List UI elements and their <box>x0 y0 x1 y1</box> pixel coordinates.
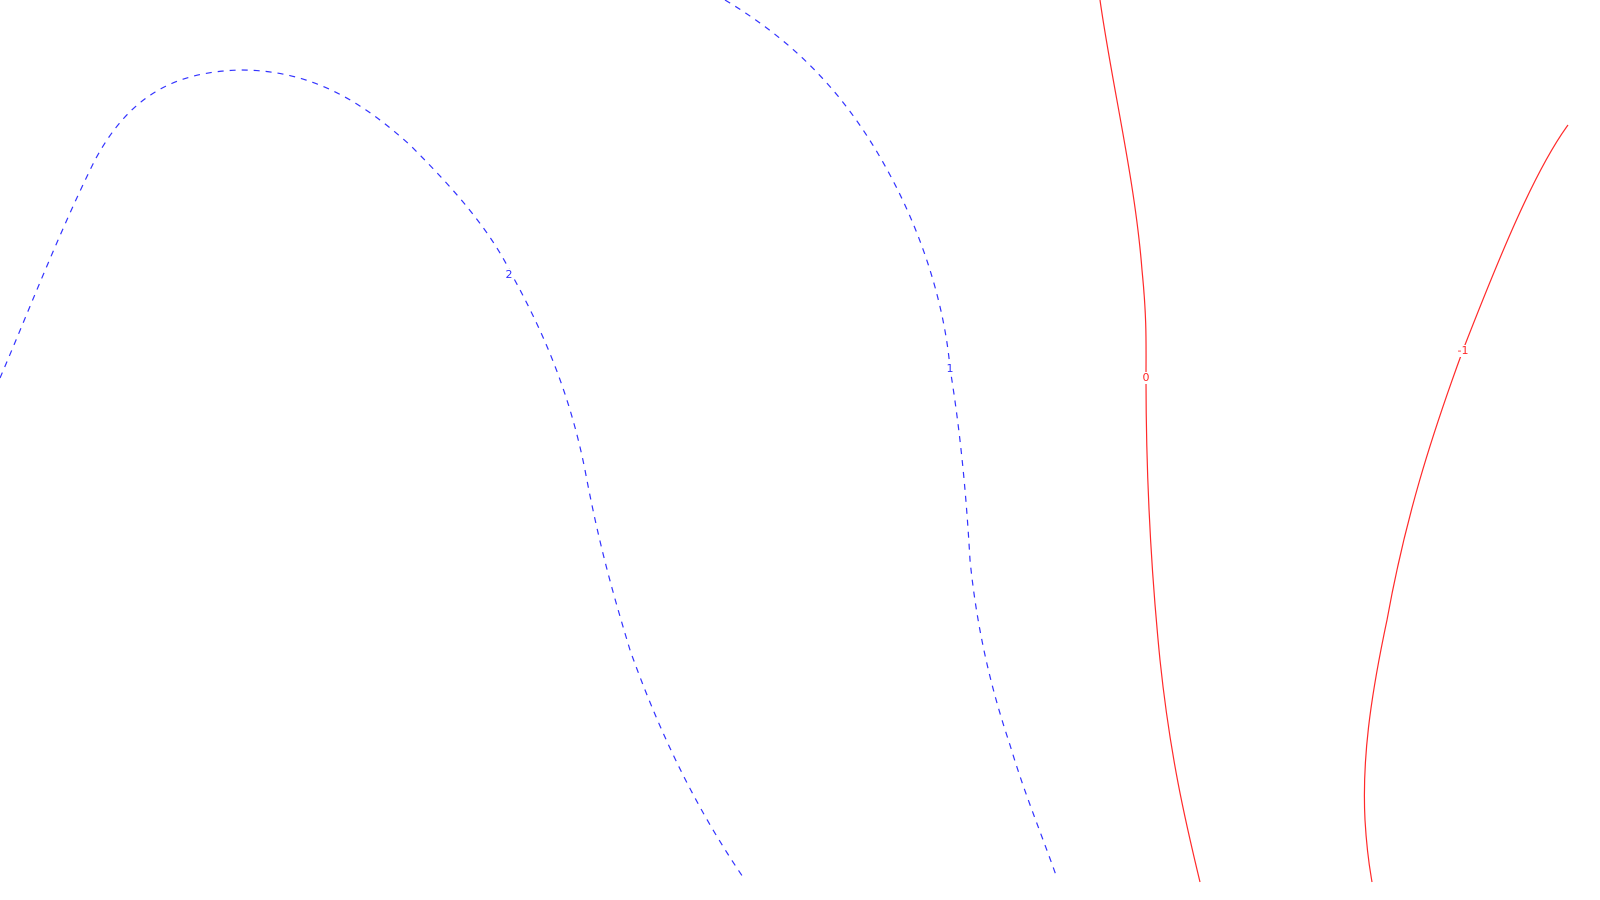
contour-label-0: 0 <box>1143 371 1150 384</box>
contour-line-0 <box>1099 0 1201 883</box>
contour-line-minus-1 <box>1363 124 1569 883</box>
contour-label-backing-0 <box>1141 372 1151 384</box>
contour-label-2: 2 <box>506 268 513 281</box>
contour-line-1 <box>724 0 1058 879</box>
contour-label-backing-minus-1 <box>1455 345 1471 357</box>
contour-label-minus-1: -1 <box>1458 344 1469 357</box>
contour-label-backing-2 <box>504 269 514 281</box>
contour-label-backing-1 <box>945 363 955 375</box>
contour-label-1: 1 <box>947 362 954 375</box>
contour-line-2 <box>0 69 746 881</box>
